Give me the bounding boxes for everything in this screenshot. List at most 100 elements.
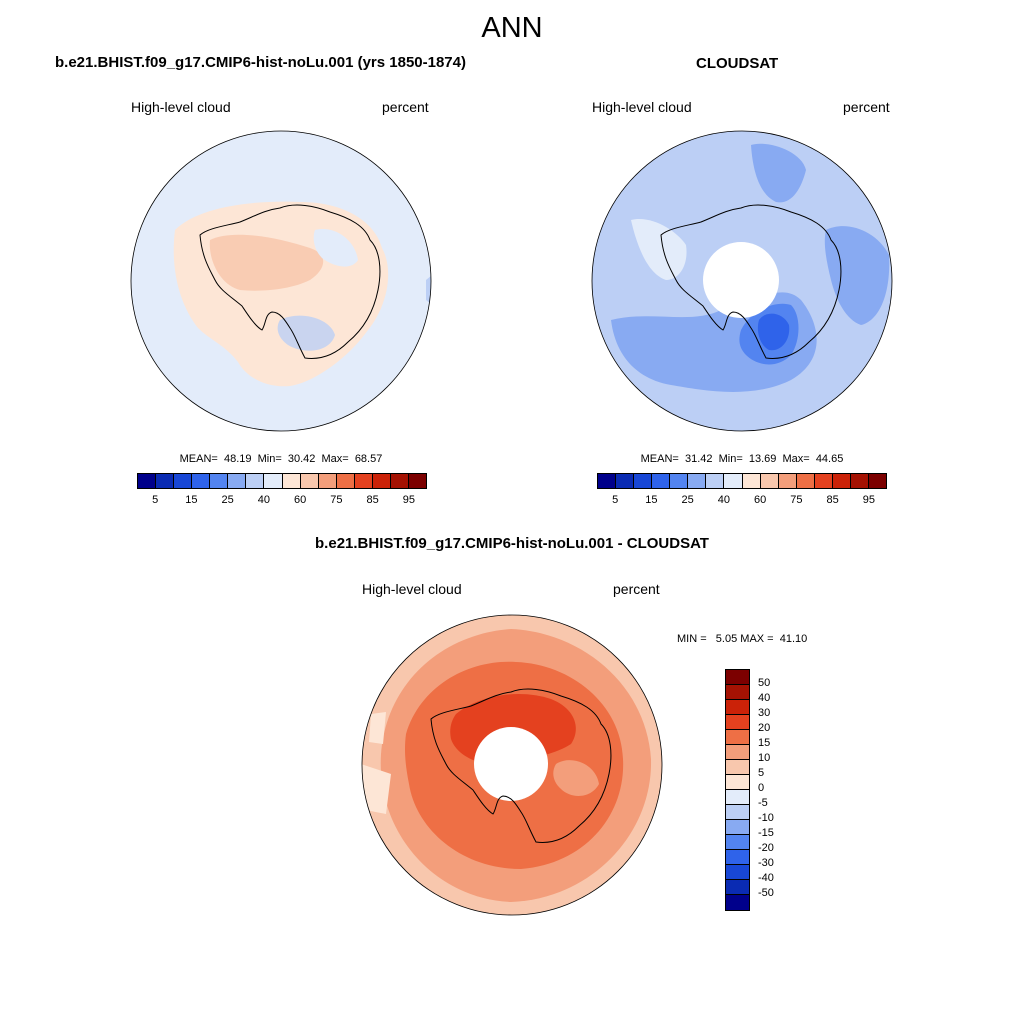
diff-colorbar-tick-label: 40 bbox=[758, 692, 771, 704]
model-colorbar-swatch bbox=[336, 474, 355, 488]
obs-colorbar-tick-label: 95 bbox=[862, 494, 875, 506]
model-colorbar-ticks: 5 15 25 40 60 75 85 95 bbox=[137, 494, 427, 508]
obs-colorbar-tick-label: 25 bbox=[681, 494, 694, 506]
diff-colorbar-swatch bbox=[726, 730, 749, 745]
obs-colorbar-ticks: 5 15 25 40 60 75 85 95 bbox=[597, 494, 887, 508]
diff-colorbar-tick-label: -20 bbox=[758, 842, 774, 854]
diff-colorbar-tick-label: -10 bbox=[758, 812, 774, 824]
model-colorbar-tick-label: 5 bbox=[152, 494, 159, 506]
obs-stats: MEAN= 31.42 Min= 13.69 Max= 44.65 bbox=[640, 453, 844, 465]
model-colorbar-tick-label: 25 bbox=[221, 494, 234, 506]
diff-colorbar-swatch bbox=[726, 670, 749, 685]
model-colorbar-swatch bbox=[174, 474, 193, 488]
diff-colorbar-ticks: 50 40 30 20 15 10 5 0 -5 -10 -15 -20 -30 -40 -50 bbox=[758, 669, 788, 911]
model-colorbar-tick-label: 40 bbox=[257, 494, 270, 506]
diff-colorbar-tick-label: 0 bbox=[758, 782, 765, 794]
model-colorbar-swatch bbox=[192, 474, 211, 488]
model-colorbar-swatch bbox=[372, 474, 391, 488]
obs-colorbar-swatch bbox=[598, 474, 617, 488]
diff-colorbar-swatch bbox=[726, 835, 749, 850]
diff-units-label: percent bbox=[613, 581, 660, 597]
model-colorbar-tick-label: 15 bbox=[185, 494, 198, 506]
model-stats: MEAN= 48.19 Min= 30.42 Max= 68.57 bbox=[179, 453, 383, 465]
model-colorbar bbox=[137, 473, 427, 489]
obs-colorbar-swatch bbox=[634, 474, 653, 488]
diff-colorbar-swatch bbox=[726, 775, 749, 790]
obs-colorbar-swatch bbox=[616, 474, 635, 488]
model-colorbar-swatch bbox=[390, 474, 409, 488]
obs-variable-label: High-level cloud bbox=[592, 99, 692, 115]
diff-colorbar-swatch bbox=[726, 865, 749, 880]
obs-colorbar-tick-label: 40 bbox=[717, 494, 730, 506]
diff-variable-label: High-level cloud bbox=[362, 581, 462, 597]
model-colorbar-swatch bbox=[300, 474, 319, 488]
diff-colorbar-tick-label: 10 bbox=[758, 752, 771, 764]
model-colorbar-tick-label: 85 bbox=[366, 494, 379, 506]
obs-colorbar-swatch bbox=[760, 474, 779, 488]
diff-colorbar-tick-label: -50 bbox=[758, 887, 774, 899]
obs-colorbar-swatch bbox=[778, 474, 797, 488]
obs-colorbar-swatch bbox=[850, 474, 869, 488]
diff-colorbar-tick-label: -15 bbox=[758, 827, 774, 839]
model-colorbar-tick-label: 75 bbox=[330, 494, 343, 506]
model-colorbar-swatch bbox=[282, 474, 301, 488]
obs-colorbar-swatch bbox=[706, 474, 725, 488]
diff-colorbar-swatch bbox=[726, 895, 749, 910]
model-units-label: percent bbox=[382, 99, 429, 115]
obs-colorbar-swatch bbox=[724, 474, 743, 488]
diff-colorbar-tick-label: 50 bbox=[758, 677, 771, 689]
diff-colorbar-swatch bbox=[726, 880, 749, 895]
diff-colorbar bbox=[725, 669, 750, 911]
obs-colorbar-swatch bbox=[742, 474, 761, 488]
diff-colorbar-tick-label: 30 bbox=[758, 707, 771, 719]
model-colorbar-swatch bbox=[228, 474, 247, 488]
diff-colorbar-swatch bbox=[726, 790, 749, 805]
model-panel-title: b.e21.BHIST.f09_g17.CMIP6-hist-noLu.001 … bbox=[55, 54, 466, 71]
obs-colorbar-tick-label: 5 bbox=[612, 494, 619, 506]
obs-colorbar-tick-label: 75 bbox=[790, 494, 803, 506]
model-colorbar-swatch bbox=[156, 474, 175, 488]
model-polar-map bbox=[130, 130, 432, 432]
obs-colorbar-swatch bbox=[796, 474, 815, 488]
obs-colorbar-swatch bbox=[652, 474, 671, 488]
obs-colorbar-swatch bbox=[868, 474, 886, 488]
diff-polar-map bbox=[361, 614, 663, 916]
diff-colorbar-swatch bbox=[726, 820, 749, 835]
diff-colorbar-swatch bbox=[726, 760, 749, 775]
obs-colorbar-tick-label: 15 bbox=[645, 494, 658, 506]
diff-colorbar-tick-label: -5 bbox=[758, 797, 768, 809]
obs-colorbar-swatch bbox=[814, 474, 833, 488]
diff-colorbar-swatch bbox=[726, 685, 749, 700]
obs-units-label: percent bbox=[843, 99, 890, 115]
obs-colorbar-swatch bbox=[832, 474, 851, 488]
obs-colorbar-tick-label: 85 bbox=[826, 494, 839, 506]
diff-colorbar-tick-label: 15 bbox=[758, 737, 771, 749]
model-colorbar-swatch bbox=[408, 474, 426, 488]
obs-colorbar bbox=[597, 473, 887, 489]
diff-colorbar-tick-label: -40 bbox=[758, 872, 774, 884]
model-colorbar-swatch bbox=[210, 474, 229, 488]
model-variable-label: High-level cloud bbox=[131, 99, 231, 115]
diff-colorbar-swatch bbox=[726, 715, 749, 730]
model-colorbar-tick-label: 95 bbox=[402, 494, 415, 506]
diff-colorbar-swatch bbox=[726, 850, 749, 865]
model-colorbar-swatch bbox=[138, 474, 157, 488]
obs-panel-title: CLOUDSAT bbox=[696, 55, 779, 72]
diff-panel-title: b.e21.BHIST.f09_g17.CMIP6-hist-noLu.001 … bbox=[315, 535, 709, 552]
model-colorbar-swatch bbox=[246, 474, 265, 488]
diff-colorbar-swatch bbox=[726, 805, 749, 820]
diff-colorbar-tick-label: 5 bbox=[758, 767, 765, 779]
obs-colorbar-swatch bbox=[670, 474, 689, 488]
diff-stats: MIN = 5.05 MAX = 41.10 bbox=[677, 633, 808, 645]
diff-colorbar-swatch bbox=[726, 745, 749, 760]
obs-colorbar-swatch bbox=[688, 474, 707, 488]
diff-colorbar-swatch bbox=[726, 700, 749, 715]
model-colorbar-tick-label: 60 bbox=[294, 494, 307, 506]
figure-title: ANN bbox=[481, 12, 543, 44]
obs-polar-map bbox=[591, 130, 893, 432]
model-colorbar-swatch bbox=[354, 474, 373, 488]
diff-colorbar-tick-label: -30 bbox=[758, 857, 774, 869]
obs-colorbar-tick-label: 60 bbox=[754, 494, 767, 506]
model-colorbar-swatch bbox=[264, 474, 283, 488]
model-colorbar-swatch bbox=[318, 474, 337, 488]
